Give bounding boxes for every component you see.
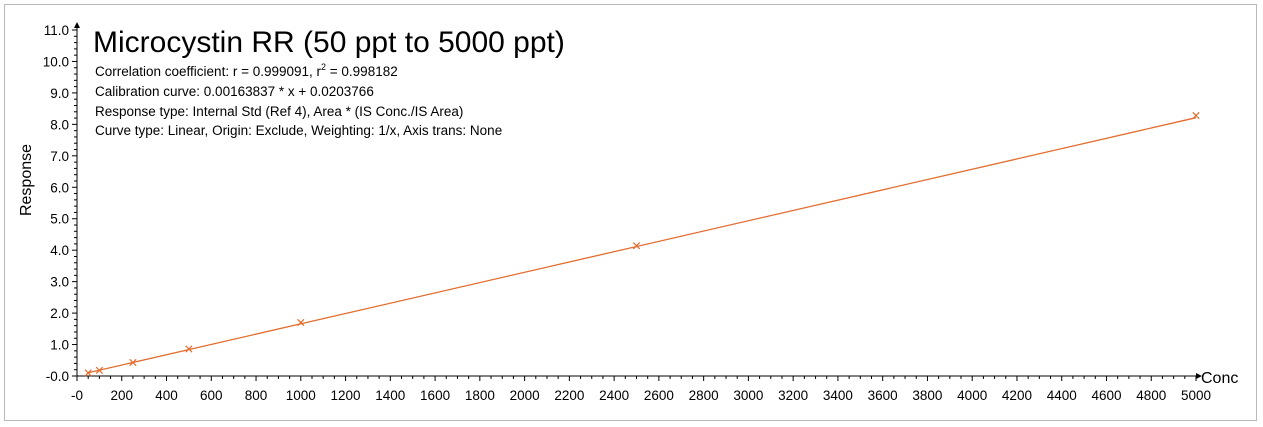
correlation-line: Correlation coefficient: r = 0.999091, r… (95, 62, 398, 79)
data-point (129, 358, 137, 367)
y-tick-label: 5.0 (50, 212, 69, 227)
correlation-prefix: Correlation coefficient: r = 0.999091, r (95, 64, 322, 79)
x-tick-label: 2800 (689, 388, 719, 403)
y-tick-label: -0.0 (46, 369, 69, 384)
x-tick-label: 1000 (286, 388, 316, 403)
x-tick-label: 200 (110, 388, 133, 403)
data-point (632, 242, 641, 250)
x-tick-label: 3200 (778, 388, 808, 403)
x-tick-label: 400 (155, 388, 178, 403)
y-tick-label: 3.0 (50, 275, 69, 290)
x-tick-label: 4600 (1091, 388, 1121, 403)
x-tick-label: -0 (71, 388, 83, 403)
x-tick-label: 1600 (420, 388, 450, 403)
y-tick-label: 8.0 (50, 117, 69, 132)
x-tick-label: 5000 (1181, 388, 1211, 403)
y-axis-arrow (74, 22, 80, 28)
x-tick-label: 3800 (912, 388, 942, 403)
x-tick-label: 4000 (957, 388, 987, 403)
y-axis-label: Response (18, 144, 35, 216)
x-tick-label: 600 (200, 388, 223, 403)
data-point (185, 345, 193, 353)
x-tick-label: 1800 (465, 388, 495, 403)
y-tick-label: 1.0 (50, 338, 69, 353)
chart-title: Microcystin RR (50 ppt to 5000 ppt) (93, 26, 565, 59)
x-tick-label: 1200 (331, 388, 361, 403)
x-axis-arrow (1196, 373, 1202, 379)
y-tick-label: 7.0 (50, 149, 69, 164)
x-tick-label: 2400 (599, 388, 629, 403)
correlation-superscript: 2 (321, 62, 326, 72)
data-point (1192, 111, 1200, 120)
calibration-fit-line (88, 117, 1197, 374)
x-tick-label: 2000 (510, 388, 540, 403)
data-point (297, 318, 305, 327)
y-tick-label: 6.0 (50, 180, 69, 195)
x-tick-label: 4800 (1136, 388, 1166, 403)
y-tick-label: 4.0 (50, 243, 69, 258)
x-tick-label: 3600 (868, 388, 898, 403)
x-tick-label: 800 (245, 388, 268, 403)
x-tick-label: 4200 (1002, 388, 1032, 403)
chart-frame (4, 4, 1257, 421)
x-tick-label: 1400 (375, 388, 405, 403)
x-tick-label: 2600 (644, 388, 674, 403)
y-tick-label: 2.0 (50, 306, 69, 321)
y-tick-label: 10.0 (43, 54, 69, 69)
plot-area (84, 111, 1200, 377)
response-type-line: Response type: Internal Std (Ref 4), Are… (95, 104, 463, 119)
x-tick-label: 2200 (554, 388, 584, 403)
data-point (84, 369, 92, 377)
x-tick-label: 3000 (733, 388, 763, 403)
curve-type-line: Curve type: Linear, Origin: Exclude, Wei… (95, 123, 502, 138)
correlation-suffix: = 0.998182 (326, 64, 398, 79)
y-tick-label: 9.0 (50, 86, 69, 101)
data-point (95, 366, 104, 374)
x-axis-label: Conc (1201, 370, 1238, 387)
y-tick-label: 11.0 (44, 23, 69, 38)
x-tick-label: 4400 (1047, 388, 1077, 403)
x-tick-label: 3400 (823, 388, 853, 403)
axes: -0 200 400 600 800 1000 1200 1400 1600 1800 2000 22… (43, 22, 1211, 403)
calibration-line: Calibration curve: 0.00163837 * x + 0.02… (95, 84, 374, 99)
